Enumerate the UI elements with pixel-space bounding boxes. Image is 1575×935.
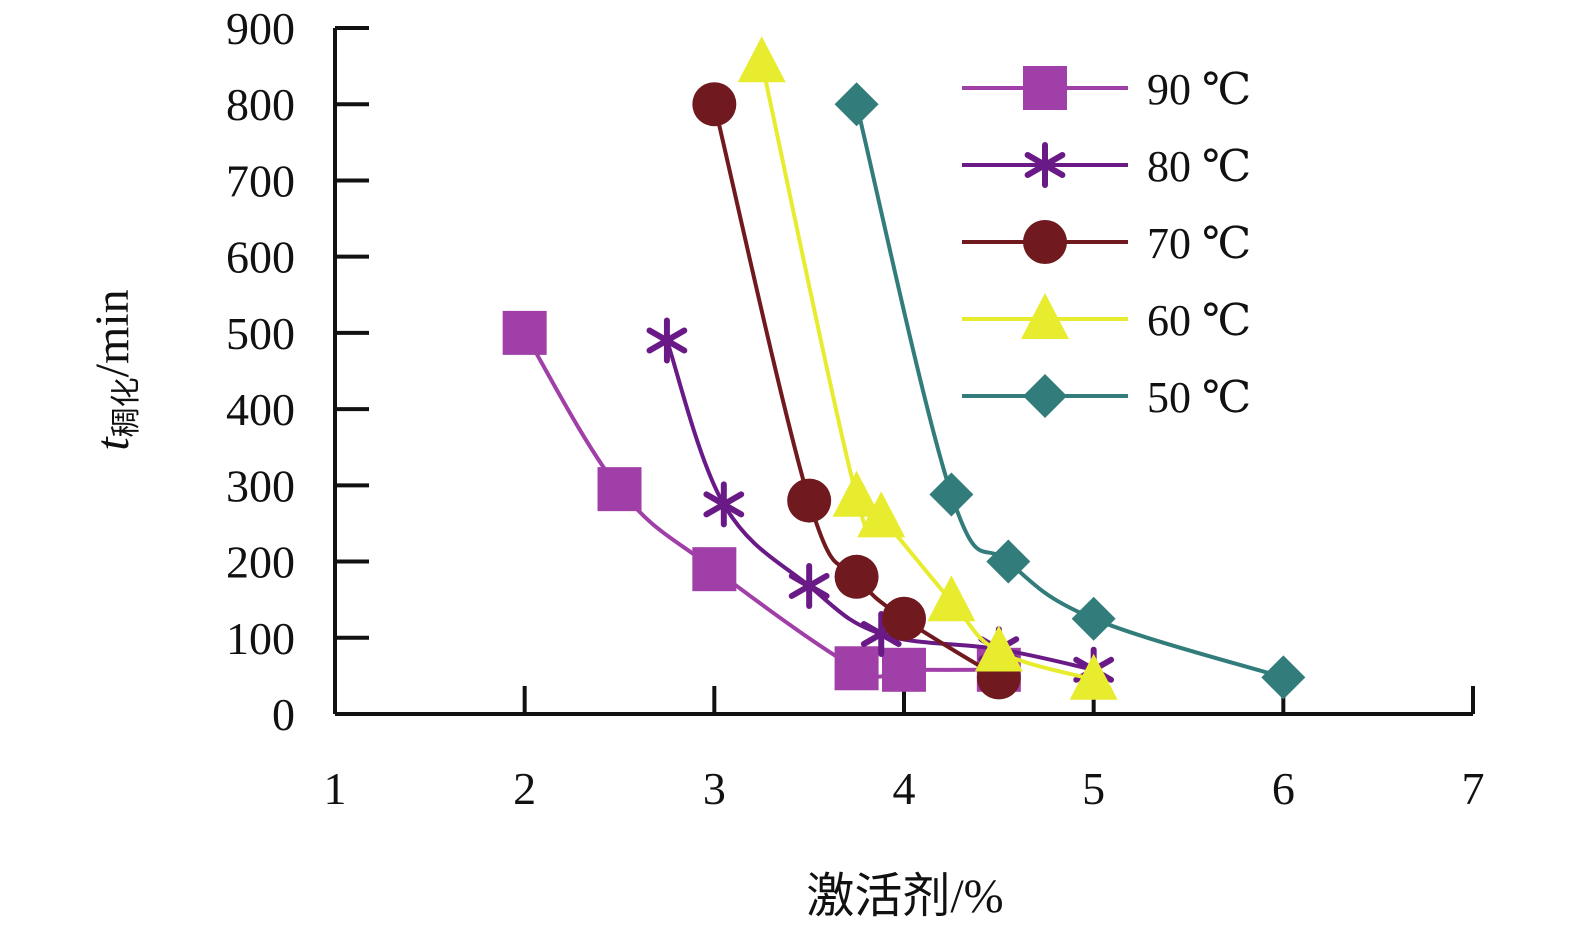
y-tick-label: 800 xyxy=(226,79,295,130)
legend-entry: 60 ℃ xyxy=(962,293,1251,345)
data-point-square xyxy=(502,310,547,355)
y-axis-title-unit: /min xyxy=(86,289,139,377)
legend-marker-triangle xyxy=(1021,293,1069,339)
data-point-square xyxy=(692,547,737,592)
data-point-circle xyxy=(692,82,737,127)
data-point-asterisk xyxy=(788,562,830,609)
legend-marker-square xyxy=(1023,66,1067,110)
legend-entry: 70 ℃ xyxy=(962,219,1251,268)
legend-label: 60 ℃ xyxy=(1147,296,1251,345)
data-point-asterisk xyxy=(646,317,688,364)
series-group xyxy=(692,82,1021,700)
series-group xyxy=(737,36,1118,700)
x-tick-label: 5 xyxy=(1082,763,1105,814)
data-point-triangle xyxy=(832,470,881,517)
legend-marker-circle xyxy=(1023,220,1067,264)
y-tick-label: 400 xyxy=(226,384,295,435)
series-line xyxy=(854,103,1284,680)
data-point-diamond xyxy=(834,82,879,127)
y-axis-title-main: t xyxy=(86,436,139,451)
y-tick-label: 500 xyxy=(226,308,295,359)
data-point-diamond xyxy=(986,539,1031,584)
data-point-circle xyxy=(882,596,926,641)
data-point-diamond xyxy=(1261,655,1306,700)
legend-entry: 90 ℃ xyxy=(962,65,1251,114)
axes: 0 100 200 300 400 500 600 700 800 900 1 2 3 4 5 6 7 xyxy=(226,3,1485,814)
data-point-diamond xyxy=(929,472,974,517)
y-tick-label: 0 xyxy=(272,689,295,740)
data-point-square xyxy=(597,467,642,512)
legend: 90 ℃ 80 ℃ 70 ℃ 60 ℃ 50 ℃ xyxy=(962,65,1251,422)
y-axis-title: t稠化/min xyxy=(86,289,143,450)
y-tick-label: 600 xyxy=(226,232,295,283)
data-point-triangle xyxy=(857,491,906,538)
legend-label: 80 ℃ xyxy=(1147,142,1251,191)
legend-label: 50 ℃ xyxy=(1147,373,1251,422)
data-point-triangle xyxy=(927,575,976,622)
data-point-circle xyxy=(787,478,832,523)
y-tick-label: 100 xyxy=(226,613,295,664)
series-group xyxy=(834,82,1306,700)
y-tick-label: 200 xyxy=(226,537,295,588)
data-point-triangle xyxy=(974,625,1023,672)
data-point-square xyxy=(882,647,926,692)
legend-marker-asterisk xyxy=(1024,142,1066,188)
series-layer xyxy=(502,36,1306,700)
x-axis-title: 激活剂/% xyxy=(806,870,1003,923)
series-line xyxy=(522,331,999,679)
data-point-circle xyxy=(834,554,879,599)
x-tick-label: 7 xyxy=(1462,763,1485,814)
x-tick-label: 2 xyxy=(513,763,536,814)
data-point-diamond xyxy=(1071,596,1116,641)
y-tick-label: 900 xyxy=(226,3,295,54)
data-point-triangle xyxy=(737,36,786,83)
data-point-square xyxy=(834,646,879,691)
x-tick-label: 3 xyxy=(703,763,726,814)
y-tick-label: 300 xyxy=(226,460,295,511)
legend-label: 70 ℃ xyxy=(1147,219,1251,268)
y-axis-title-subscript: 稠化 xyxy=(110,377,143,437)
legend-entry: 80 ℃ xyxy=(962,142,1251,191)
legend-label: 90 ℃ xyxy=(1147,65,1251,114)
legend-entry: 50 ℃ xyxy=(962,373,1251,422)
data-point-asterisk xyxy=(703,481,745,528)
data-point-triangle xyxy=(1069,653,1118,700)
y-tick-label: 700 xyxy=(226,155,295,206)
x-tick-label: 1 xyxy=(324,763,347,814)
x-tick-label: 6 xyxy=(1272,763,1295,814)
legend-marker-diamond xyxy=(1023,374,1067,418)
x-tick-label: 4 xyxy=(893,763,916,814)
